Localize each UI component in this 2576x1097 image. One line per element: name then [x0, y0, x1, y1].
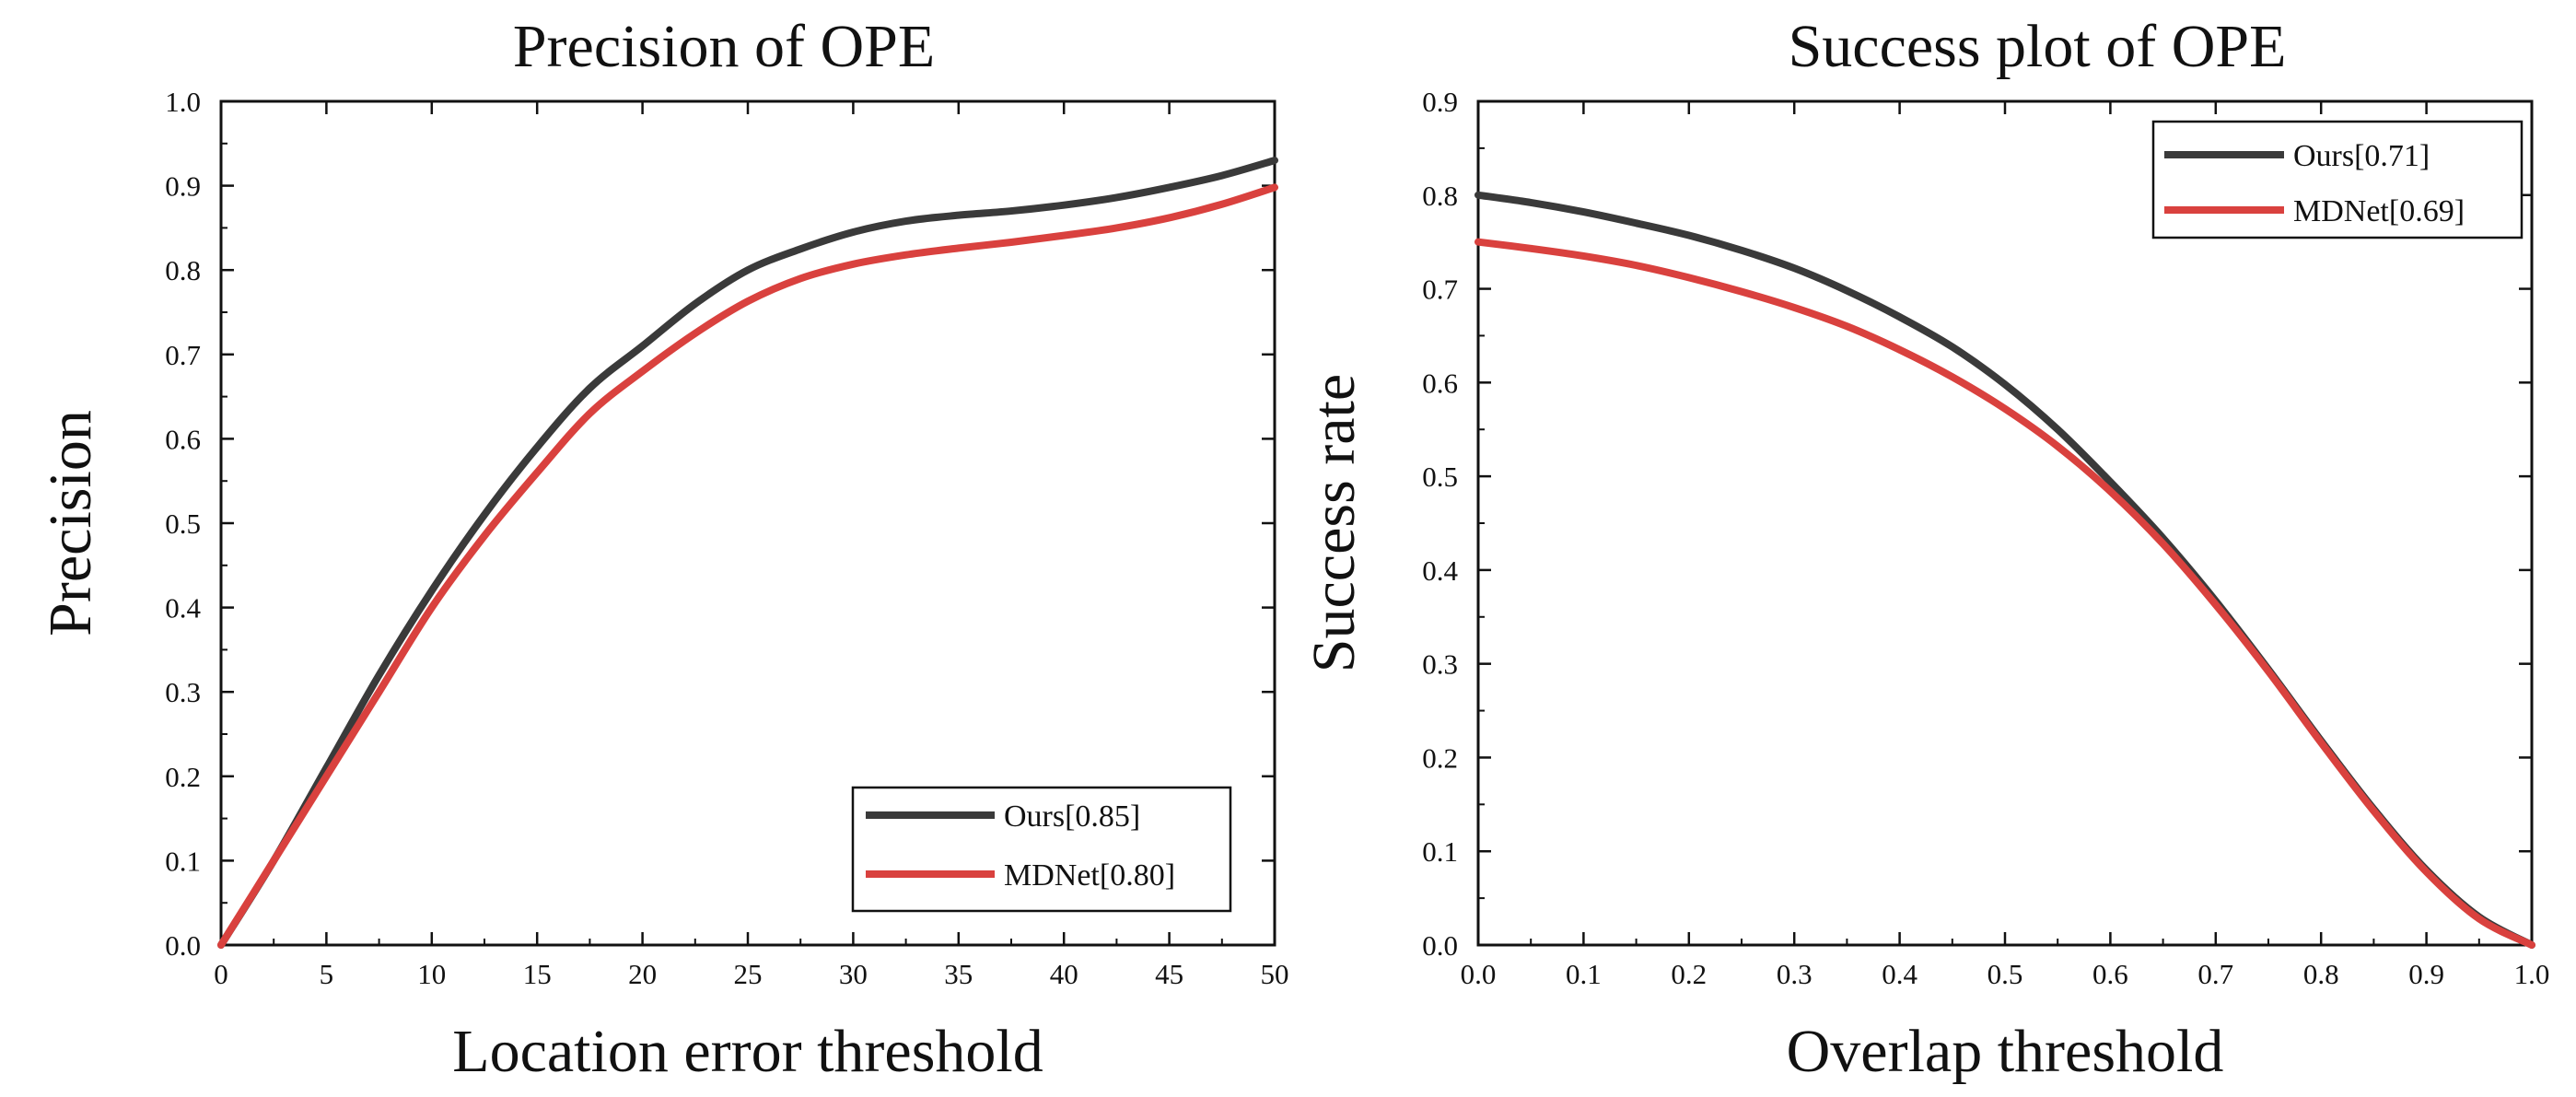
x-tick-label: 0.8: [2303, 958, 2339, 990]
x-tick-label: 0.9: [2408, 958, 2444, 990]
y-tick-label: 0.2: [165, 761, 201, 793]
x-tick-label: 20: [628, 958, 657, 990]
legend-label-ours: Ours[0.85]: [1004, 799, 1140, 834]
x-tick-label: 10: [417, 958, 446, 990]
x-tick-label: 0.3: [1777, 958, 1813, 990]
y-tick-label: 0.9: [1422, 86, 1458, 118]
legend-box: [2151, 120, 2524, 239]
x-tick-label: 5: [320, 958, 334, 990]
series-line-mdnet: [217, 183, 1278, 949]
y-tick-label: 0.7: [1422, 274, 1458, 306]
x-ticks: 0 5 10 15 20 25 30 35 40 45 50: [214, 101, 1289, 990]
x-axis-title: Location error threshold: [452, 1018, 1043, 1085]
chart-title: Success plot of OPE: [1789, 13, 2287, 80]
x-tick-label: 15: [523, 958, 552, 990]
precision-chart: Precision of OPE 0 5 10 15 20 25 30 35 40 45 50 0.…: [37, 13, 1289, 1085]
series-lines: [1474, 191, 2535, 949]
y-tick-label: 0.5: [165, 508, 201, 540]
y-tick-label: 0.2: [1422, 741, 1458, 774]
x-tick-label: 0: [214, 958, 228, 990]
y-tick-label: 0.3: [1422, 648, 1458, 681]
x-tick-label: 0.0: [1461, 958, 1497, 990]
y-tick-label: 0.0: [165, 929, 201, 962]
series-line-ours: [217, 157, 1278, 949]
y-tick-label: 0.1: [165, 845, 201, 877]
y-tick-label: 0.6: [165, 423, 201, 455]
x-ticks: 0.0 0.1 0.2 0.3 0.4 0.5 0.6 0.7 0.8 0.9 1.0: [1461, 101, 2550, 990]
x-tick-label: 0.5: [1987, 958, 2023, 990]
legend-label-mdnet: MDNet[0.69]: [2293, 194, 2465, 228]
y-tick-label: 0.1: [1422, 835, 1458, 868]
y-tick-label: 0.4: [165, 592, 201, 624]
x-tick-label: 0.4: [1882, 958, 1917, 990]
x-tick-label: 35: [944, 958, 973, 990]
x-tick-label: 0.7: [2197, 958, 2233, 990]
y-tick-label: 0.6: [1422, 367, 1458, 399]
x-tick-label: 0.1: [1566, 958, 1602, 990]
x-tick-label: 45: [1155, 958, 1183, 990]
series-line-ours: [1474, 191, 2535, 949]
y-tick-label: 0.3: [165, 676, 201, 708]
success-chart: Success plot of OPE 0.0 0.1 0.2 0.3 0.4 0.5 0.…: [1300, 13, 2549, 1085]
x-tick-label: 50: [1261, 958, 1289, 990]
legend: Ours[0.85] MDNet[0.80]: [851, 786, 1232, 913]
x-tick-label: 1.0: [2514, 958, 2550, 990]
series-line-mdnet: [1474, 238, 2535, 949]
y-tick-label: 0.0: [1422, 929, 1458, 962]
chart-title: Precision of OPE: [513, 13, 935, 80]
x-tick-label: 30: [839, 958, 868, 990]
legend: Ours[0.71] MDNet[0.69]: [2151, 120, 2524, 239]
y-tick-label: 0.8: [165, 254, 201, 286]
y-axis-title: Success rate: [1300, 374, 1368, 672]
y-tick-label: 0.4: [1422, 554, 1458, 587]
legend-box: [851, 786, 1232, 913]
y-axis-title: Precision: [37, 410, 104, 636]
x-tick-label: 40: [1050, 958, 1078, 990]
x-tick-label: 25: [734, 958, 763, 990]
y-tick-label: 1.0: [165, 86, 201, 118]
x-tick-label: 0.2: [1671, 958, 1707, 990]
y-tick-label: 0.8: [1422, 180, 1458, 212]
legend-label-mdnet: MDNet[0.80]: [1004, 858, 1175, 893]
y-tick-label: 0.5: [1422, 461, 1458, 493]
y-tick-label: 0.9: [165, 170, 201, 203]
legend-label-ours: Ours[0.71]: [2293, 139, 2430, 173]
y-tick-label: 0.7: [165, 339, 201, 371]
x-axis-title: Overlap threshold: [1787, 1018, 2224, 1085]
x-tick-label: 0.6: [2092, 958, 2128, 990]
series-lines: [217, 157, 1278, 949]
